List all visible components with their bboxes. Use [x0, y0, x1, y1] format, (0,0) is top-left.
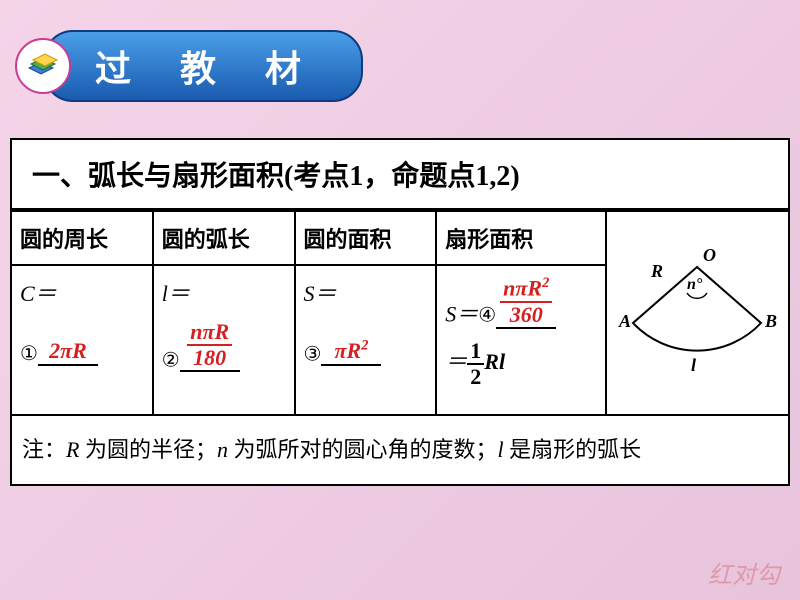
- header-label: 过 教 材: [43, 30, 363, 102]
- label-B: B: [764, 311, 777, 331]
- cell-circle-area: S＝ ③πR2: [295, 265, 437, 415]
- col-header: 圆的周长: [11, 211, 153, 265]
- label-l: l: [691, 355, 696, 375]
- section-title: 一、弧长与扇形面积(考点1，命题点1,2): [10, 138, 790, 210]
- books-icon: [15, 38, 71, 94]
- cell-arc-length: l＝ ②nπR180: [153, 265, 295, 415]
- col-header: 圆的面积: [295, 211, 437, 265]
- table-header-row: 圆的周长 圆的弧长 圆的面积 扇形面积 O R A B l n°: [11, 211, 789, 265]
- note-cell: 注：R 为圆的半径；n 为弧所对的圆心角的度数；l 是扇形的弧长: [11, 415, 789, 485]
- diagram-cell: O R A B l n°: [606, 211, 789, 415]
- col-header: 扇形面积: [436, 211, 606, 265]
- cell-circumference: C＝ ①2πR: [11, 265, 153, 415]
- watermark: 红对勾: [708, 555, 780, 590]
- label-A: A: [618, 311, 631, 331]
- label-O: O: [703, 245, 716, 265]
- label-R: R: [650, 261, 663, 281]
- sector-diagram: O R A B l n°: [615, 245, 780, 375]
- col-header: 圆的弧长: [153, 211, 295, 265]
- note-row: 注：R 为圆的半径；n 为弧所对的圆心角的度数；l 是扇形的弧长: [11, 415, 789, 485]
- content-box: 一、弧长与扇形面积(考点1，命题点1,2) 圆的周长 圆的弧长 圆的面积 扇形面…: [10, 138, 790, 486]
- cell-sector-area: S＝④nπR2360 ＝12Rl: [436, 265, 606, 415]
- header-pill: 过 教 材: [15, 30, 363, 102]
- label-n: n°: [687, 276, 703, 293]
- formula-table: 圆的周长 圆的弧长 圆的面积 扇形面积 O R A B l n° C＝: [10, 210, 790, 486]
